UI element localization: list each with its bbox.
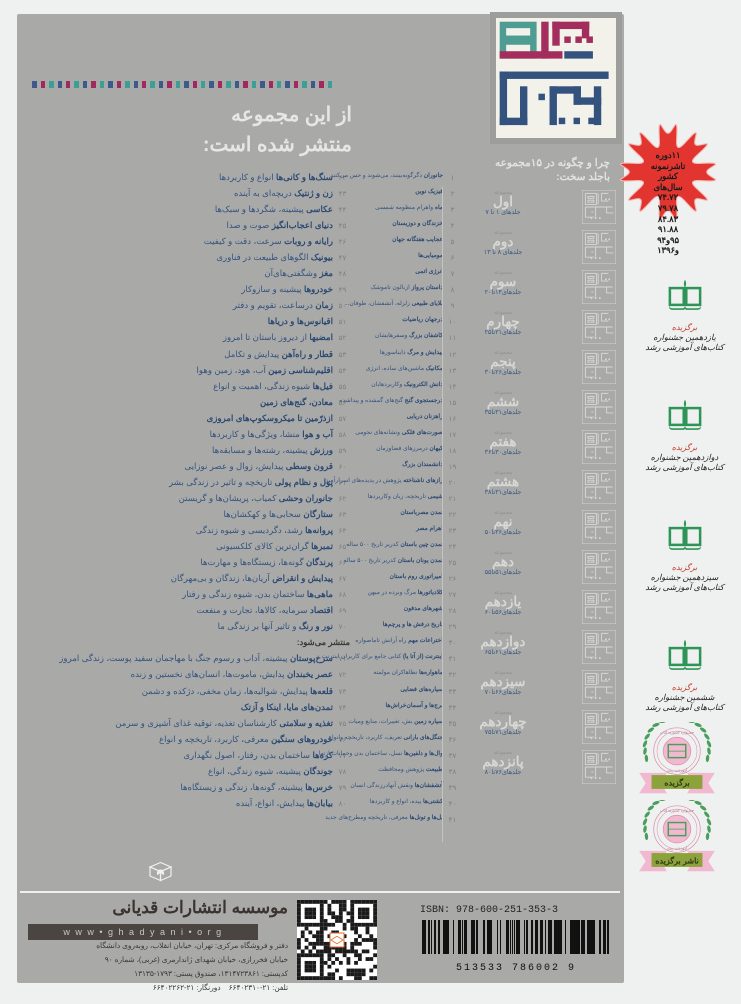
svg-text:جشنواره کشوری کتاب: جشنواره کشوری کتاب — [660, 730, 695, 735]
svg-text:آموزشی رشد: آموزشی رشد — [667, 845, 688, 850]
svg-text:جشنواره کشوری کتاب: جشنواره کشوری کتاب — [660, 808, 695, 813]
svg-text:ناشر برگزیده: ناشر برگزیده — [655, 855, 698, 866]
svg-text:آموزشی رشد: آموزشی رشد — [667, 767, 688, 772]
svg-text:برگزیده: برگزیده — [664, 777, 689, 788]
